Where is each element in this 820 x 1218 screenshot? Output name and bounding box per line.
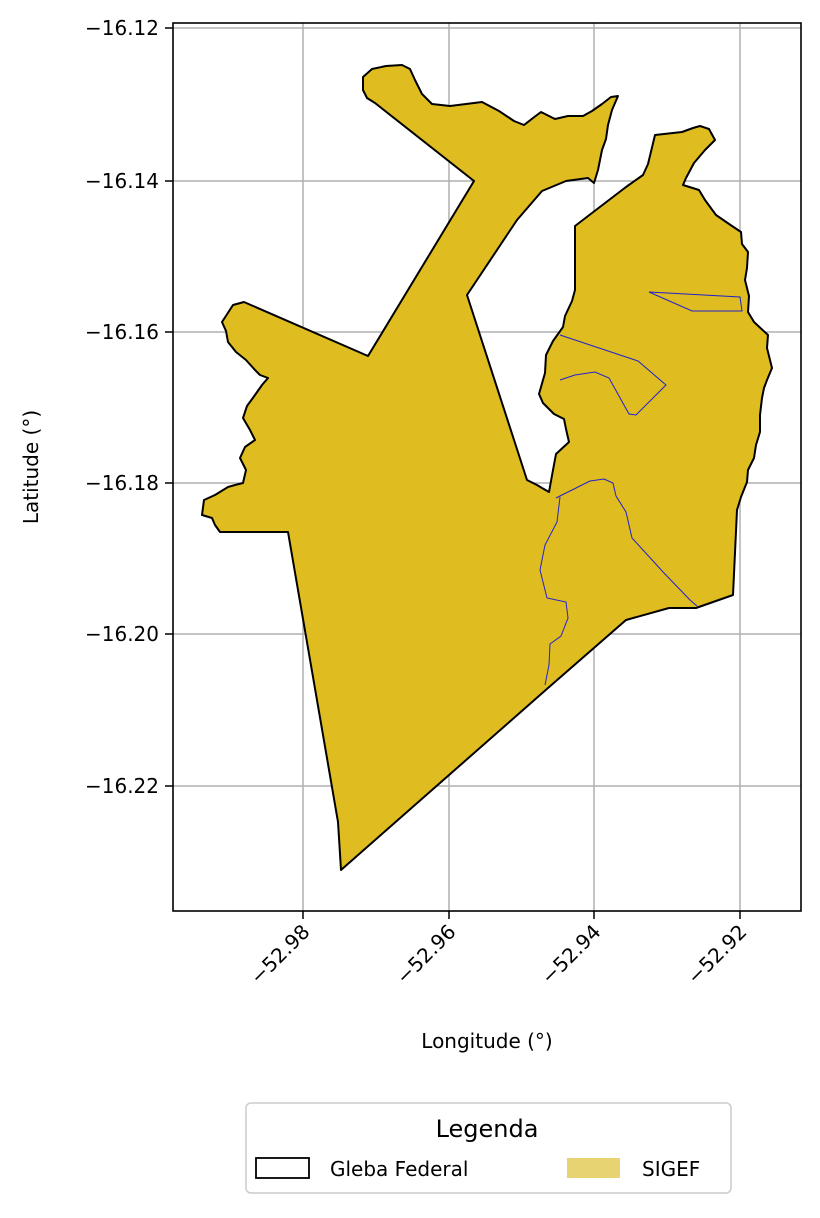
boundary-line-3 — [555, 478, 698, 607]
y-ticks — [165, 27, 173, 787]
boundary-line-2 — [559, 334, 667, 416]
axes-frame — [172, 22, 802, 912]
y-tick-label: −16.16 — [85, 320, 159, 344]
boundary-line-4 — [539, 496, 569, 686]
x-ticks — [302, 911, 741, 919]
legend-label-sigef: SIGEF — [642, 1157, 700, 1181]
legend-label-gleba-federal: Gleba Federal — [330, 1157, 468, 1181]
y-tick-label: −16.22 — [85, 774, 159, 798]
x-tick-label: −52.92 — [682, 920, 751, 989]
x-tick-labels: −52.98 −52.96 −52.94 −52.92 — [245, 920, 751, 989]
boundary-line-1 — [648, 291, 743, 312]
y-tick-label: −16.12 — [85, 16, 159, 40]
x-tick-label: −52.96 — [391, 920, 460, 989]
sigef-gleba-main-polygon — [201, 64, 773, 871]
y-tick-labels: −16.12 −16.14 −16.16 −16.18 −16.20 −16.2… — [85, 16, 159, 798]
internal-boundaries — [539, 291, 743, 686]
legend-swatch-sigef — [567, 1158, 620, 1178]
y-tick-label: −16.14 — [85, 169, 159, 193]
legend-title: Legenda — [436, 1115, 539, 1143]
x-axis-label: Longitude (°) — [421, 1029, 552, 1053]
x-tick-label: −52.98 — [245, 920, 314, 989]
y-axis-label: Latitude (°) — [19, 410, 43, 524]
legend-swatch-gleba-federal — [255, 1157, 310, 1179]
x-tick-label: −52.94 — [536, 920, 605, 989]
legend: Legenda Gleba Federal SIGEF — [245, 1102, 732, 1194]
y-tick-label: −16.20 — [85, 622, 159, 646]
y-tick-label: −16.18 — [85, 471, 159, 495]
